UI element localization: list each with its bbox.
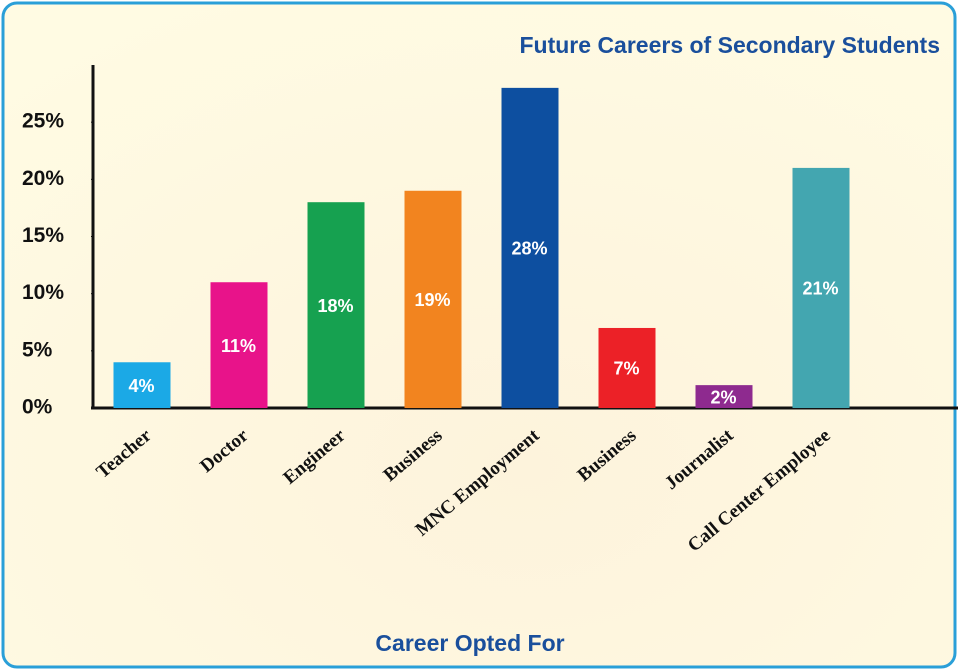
y-tick-label: 15% (22, 224, 64, 247)
y-tick-label: 10% (22, 281, 64, 304)
value-label: 4% (128, 376, 154, 396)
value-label: 11% (221, 336, 256, 356)
value-label: 19% (414, 290, 450, 310)
x-axis-title: Career Opted For (375, 630, 564, 656)
y-tick-label: 25% (22, 110, 64, 133)
value-label: 28% (511, 239, 547, 259)
value-label: 7% (613, 359, 639, 379)
page: Future Careers of Secondary Students Car… (0, 0, 958, 670)
value-label: 21% (802, 279, 838, 299)
value-label: 2% (710, 387, 736, 407)
y-tick-label: 5% (22, 338, 53, 361)
chart-title: Future Careers of Secondary Students (520, 32, 941, 58)
y-tick-label: 0% (22, 396, 53, 419)
value-label: 18% (317, 296, 353, 316)
y-tick-label: 20% (22, 167, 64, 190)
chart: Future Careers of Secondary Students Car… (0, 0, 958, 670)
